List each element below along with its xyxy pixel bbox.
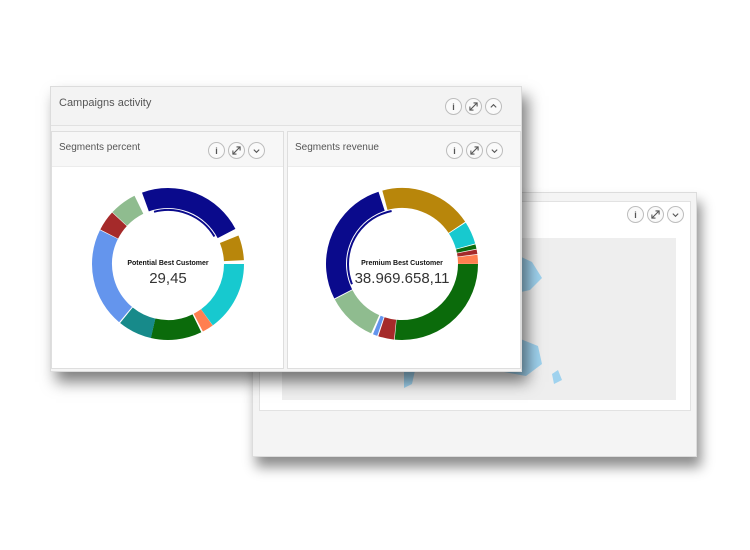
campaigns-info-button[interactable]: i [445,98,462,115]
segments-percent-info-button[interactable]: i [208,142,225,159]
map-expand-button[interactable] [647,206,664,223]
map-controls: i [627,206,684,223]
segments-percent-center-label: Potential Best Customer [127,260,209,267]
segments-revenue-expand-button[interactable] [466,142,483,159]
campaigns-controls: i [445,98,502,115]
segments-percent-header: Segments percent i [52,132,283,167]
info-icon: i [634,209,637,220]
segments-percent-expand-button[interactable] [228,142,245,159]
chevron-down-icon [253,149,260,154]
segments-revenue-more-button[interactable] [486,142,503,159]
highlight-arc [347,209,457,319]
info-icon: i [452,101,455,112]
segments-percent-center-value: 29,45 [149,270,187,287]
segments-revenue-center-label: Premium Best Customer [361,260,443,267]
segment-teal[interactable] [89,185,247,343]
segment-navy[interactable] [88,184,248,344]
segments-percent-controls: i [208,142,265,159]
expand-icon [232,146,241,155]
segments-percent-donut[interactable] [88,184,248,344]
segments-percent-card: Segments percent i [51,131,284,369]
info-icon: i [215,145,218,156]
segment-cyan[interactable] [322,184,482,344]
segments-revenue-center-value: 38.969.658,11 [354,270,450,287]
new-zealand-shape [552,370,562,384]
info-icon: i [453,145,456,156]
segment-orange[interactable] [88,184,248,344]
chevron-up-icon [490,103,497,108]
segments-revenue-controls: i [446,142,503,159]
campaigns-expand-button[interactable] [465,98,482,115]
highlight-arc [113,209,223,319]
map-info-button[interactable]: i [627,206,644,223]
map-more-button[interactable] [667,206,684,223]
segments-revenue-title: Segments revenue [295,142,379,153]
segment-blue[interactable] [88,184,248,344]
campaigns-activity-panel: Campaigns activity i Segments percent i [50,86,522,372]
expand-icon [470,146,479,155]
segments-revenue-info-button[interactable]: i [446,142,463,159]
segments-revenue-header: Segments revenue i [288,132,520,167]
segment-cyan[interactable] [92,188,244,340]
segments-revenue-card: Segments revenue i [287,131,521,369]
segments-percent-more-button[interactable] [248,142,265,159]
campaigns-collapse-button[interactable] [485,98,502,115]
chevron-down-icon [491,149,498,154]
segment-orange[interactable] [326,188,478,340]
expand-icon [469,102,478,111]
segments-percent-title: Segments percent [59,142,141,153]
expand-icon [651,210,660,219]
segment-red[interactable] [88,184,248,344]
chevron-down-icon [672,213,679,218]
campaigns-activity-header: Campaigns activity i [51,87,521,126]
segment-sage[interactable] [88,184,248,344]
segment-green[interactable] [88,184,248,344]
segments-revenue-donut[interactable] [322,184,482,344]
segment-green[interactable] [326,188,478,340]
campaigns-activity-title: Campaigns activity [59,97,152,109]
segment-gold[interactable] [88,184,248,344]
